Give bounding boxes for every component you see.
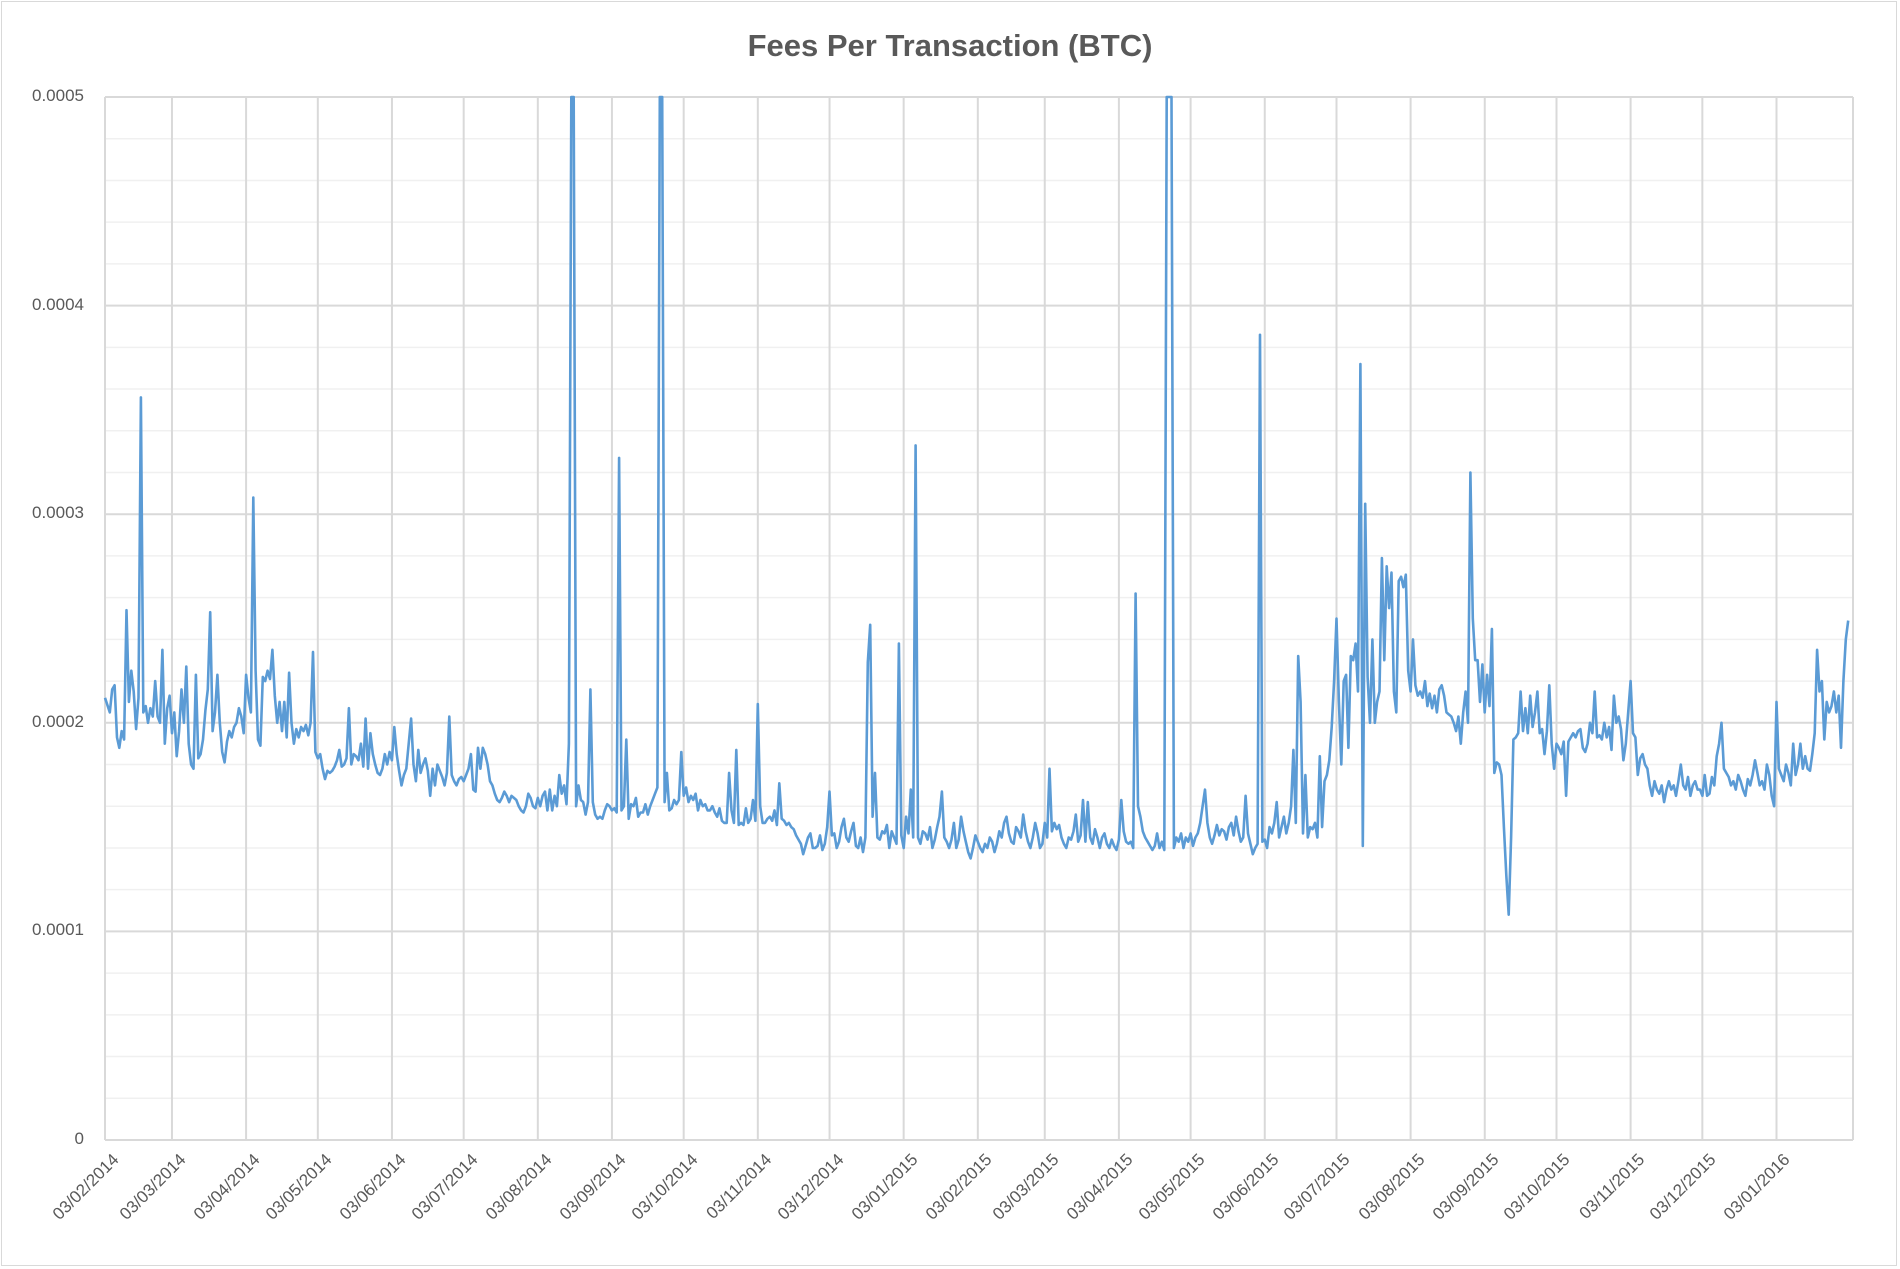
- chart-title: Fees Per Transaction (BTC): [747, 28, 1153, 63]
- data-series-line: [103, 95, 1850, 917]
- y-tick-label: 0.0001: [32, 920, 84, 940]
- y-tick-label: 0.0003: [32, 503, 84, 523]
- y-tick-label: 0.0005: [32, 86, 84, 105]
- y-tick-label: 0.0004: [32, 294, 84, 314]
- y-tick-label: 0: [74, 1129, 84, 1148]
- y-tick-label: 0.0002: [32, 711, 84, 731]
